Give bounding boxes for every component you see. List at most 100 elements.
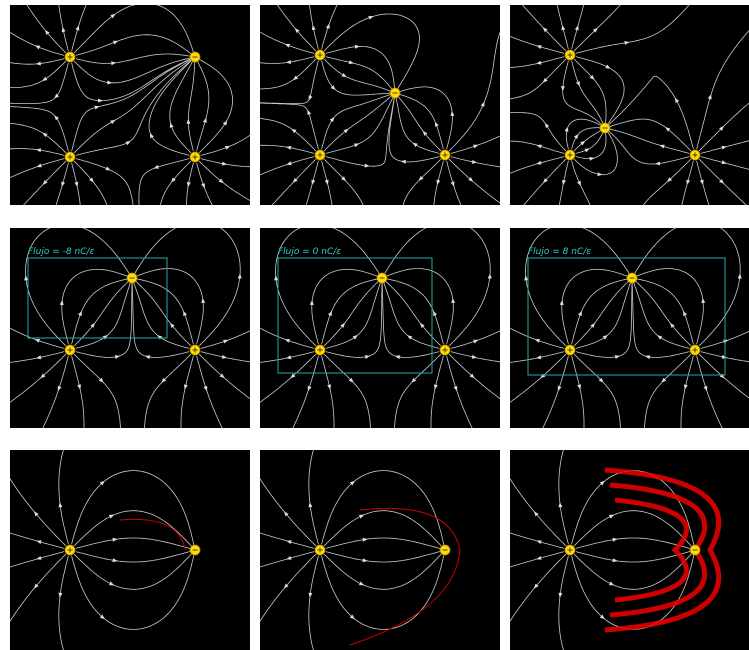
field-line: [525, 228, 630, 347]
field-line: [186, 162, 194, 205]
arrow: [325, 23, 330, 29]
arrow: [105, 166, 111, 171]
field-line: [71, 278, 129, 345]
field-line: [196, 60, 210, 152]
field-line: [700, 140, 749, 154]
arrow: [108, 581, 115, 586]
arrow: [330, 85, 336, 91]
field-line: [644, 353, 692, 428]
arrow: [661, 377, 667, 383]
field-line: [71, 355, 85, 428]
field-line: [73, 59, 192, 154]
arrow: [590, 322, 595, 328]
field-line: [510, 140, 565, 154]
panel: [510, 450, 749, 650]
field-line: [573, 130, 618, 176]
trace: [614, 497, 689, 603]
field-line: [397, 95, 442, 152]
arrow: [44, 29, 50, 35]
field-line: [10, 353, 67, 403]
arrow: [144, 355, 151, 360]
field-line: [450, 156, 500, 168]
field-line: [321, 554, 445, 630]
arrow: [719, 373, 725, 379]
field-line: [565, 118, 602, 150]
field-line: [325, 550, 442, 563]
field-line: [450, 351, 500, 363]
arrow: [292, 75, 299, 81]
field-line: [196, 162, 213, 205]
flux-label: Flujo = -8 nC/ε: [28, 247, 95, 257]
panel-bg: [260, 5, 500, 205]
field-line: [631, 281, 690, 358]
field-line: [696, 160, 710, 205]
field-line: [260, 156, 315, 176]
field-line: [510, 35, 565, 54]
field-line: [271, 158, 317, 205]
field-line: [55, 162, 69, 205]
field-line: [510, 553, 567, 622]
arrow: [35, 148, 42, 153]
arrow: [719, 178, 725, 184]
arrow: [473, 339, 479, 344]
field-line: [562, 60, 603, 126]
arrow: [719, 126, 725, 131]
field-line: [510, 156, 565, 174]
arrow: [400, 159, 407, 164]
field-lines: [260, 5, 500, 205]
arrow: [703, 385, 708, 392]
field-line: [260, 351, 315, 363]
arrow: [58, 592, 63, 598]
field-line: [276, 5, 317, 52]
field-line: [323, 58, 392, 92]
arrow: [290, 373, 296, 379]
arrow: [602, 334, 608, 340]
field-line: [323, 552, 443, 590]
field-line: [75, 550, 192, 563]
arrow: [542, 77, 548, 83]
charge-sign: [567, 347, 573, 353]
arrow: [222, 120, 228, 126]
field-line: [321, 160, 333, 205]
field-line: [575, 131, 607, 160]
arrow: [340, 322, 345, 328]
field-line: [573, 5, 621, 52]
red-trace: [349, 507, 461, 646]
field-line: [58, 5, 69, 52]
field-line: [321, 5, 338, 50]
field-line: [131, 281, 190, 358]
arrow: [542, 27, 548, 33]
arrow: [480, 101, 485, 107]
field-line: [308, 555, 319, 650]
field-line: [573, 129, 602, 152]
arrow: [149, 132, 154, 139]
arrow: [186, 118, 191, 124]
field-line: [323, 13, 420, 90]
arrow: [77, 384, 82, 390]
charge-sign: [67, 54, 73, 60]
field-line: [198, 160, 250, 201]
arrow: [669, 322, 675, 328]
field-line: [561, 268, 629, 345]
field-line: [634, 278, 694, 345]
arrow: [364, 163, 370, 168]
field-lines: [10, 450, 195, 650]
arrow: [35, 355, 42, 360]
arrow: [348, 377, 354, 383]
field-line: [510, 551, 565, 568]
field-lines: [510, 5, 749, 205]
field-line: [510, 327, 565, 349]
arrow: [573, 133, 579, 140]
arrow: [329, 116, 335, 123]
arrow: [324, 179, 329, 185]
arrow: [34, 339, 41, 343]
arrow: [291, 128, 297, 134]
field-line: [323, 158, 364, 205]
field-lines: [10, 5, 250, 205]
field-line: [180, 355, 194, 428]
panel: [510, 5, 749, 205]
arrow: [450, 181, 455, 187]
panel: Flujo = 8 nC/ε: [510, 228, 749, 428]
arrow: [589, 74, 595, 81]
arrow: [723, 339, 729, 344]
